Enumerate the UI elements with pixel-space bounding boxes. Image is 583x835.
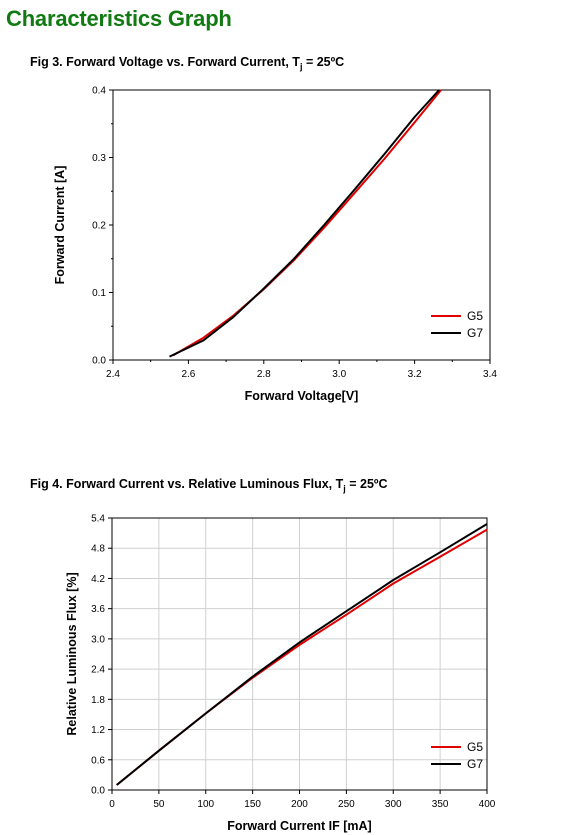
chart4-y-tick-label: 0.0 (91, 786, 105, 797)
chart3-x-tick-label: 3.2 (408, 369, 422, 380)
chart3-x-axis-title: Forward Voltage[V] (245, 389, 359, 403)
chart3-x-tick-label: 2.8 (257, 369, 271, 380)
chart3-x-tick-label: 2.4 (106, 369, 120, 380)
chart4-y-tick-label: 0.6 (91, 755, 105, 766)
fig4-title-main: Fig 4. Forward Current vs. Relative Lumi… (30, 477, 344, 491)
fig3-chart: 2.4 2.6 2.8 3.0 3.2 3.4 0.0 0.1 0.2 0.3 0.4 Forward… (53, 86, 497, 404)
page-title: Characteristics Graph (6, 6, 232, 31)
chart3-y-tick-label: 0.0 (92, 356, 106, 367)
chart4-x-tick-label: 200 (291, 799, 308, 810)
chart4-y-tick-label: 4.8 (91, 544, 105, 555)
chart4-x-tick-label: 400 (479, 799, 496, 810)
chart3-y-axis-title: Forward Current [A] (53, 166, 67, 285)
chart4-x-tick-label: 350 (432, 799, 449, 810)
chart4-y-tick-label: 5.4 (91, 514, 105, 525)
chart4-legend-label-g7: G7 (467, 757, 483, 771)
chart4-y-tick-label: 3.0 (91, 634, 105, 645)
chart4-x-tick-label: 150 (244, 799, 261, 810)
chart3-y-tick-label: 0.2 (92, 221, 106, 232)
chart4-x-tick-label: 0 (109, 799, 115, 810)
chart4-y-tick-label: 1.2 (91, 725, 105, 736)
chart4-x-tick-label: 100 (197, 799, 214, 810)
chart3-legend-label-g5: G5 (467, 309, 483, 323)
fig3-title-sub: j (299, 61, 303, 72)
fig3-title: Fig 3. Forward Voltage vs. Forward Curre… (30, 55, 344, 72)
chart4-y-tick-label: 1.8 (91, 695, 105, 706)
chart3-legend-label-g7: G7 (467, 326, 483, 340)
chart3-y-tick-label: 0.4 (92, 86, 106, 97)
fig3-title-main: Fig 3. Forward Voltage vs. Forward Curre… (30, 55, 300, 69)
fig3-title-end: = 25ºC (302, 55, 345, 69)
chart4-x-axis-title: Forward Current IF [mA] (227, 819, 371, 833)
chart3-x-tick-label: 3.0 (332, 369, 346, 380)
chart4-series-g7-line (116, 523, 488, 786)
fig4-title-end: = 25ºC (345, 477, 388, 491)
chart4-y-tick-label: 3.6 (91, 604, 105, 615)
chart4-x-tick-label: 250 (338, 799, 355, 810)
chart3-plot-frame (112, 89, 491, 361)
fig4-title-sub: j (343, 483, 346, 494)
chart4-y-tick-label: 2.4 (91, 665, 105, 676)
chart3-y-tick-label: 0.1 (92, 288, 106, 299)
chart4-y-axis-title: Relative Luminous Flux [%] (65, 572, 79, 735)
fig4-chart: 0 50 100 150 200 250 300 350 400 0.0 0.6 1.2 1.8 2.4 3… (65, 514, 496, 834)
fig4-title: Fig 4. Forward Current vs. Relative Lumi… (30, 477, 388, 494)
chart3-x-tick-label: 3.4 (483, 369, 497, 380)
chart4-x-tick-label: 50 (153, 799, 165, 810)
chart4-x-tick-label: 300 (385, 799, 402, 810)
chart3-series-g7-line (169, 89, 440, 358)
chart4-legend-label-g5: G5 (467, 740, 483, 754)
chart4-y-tick-label: 4.2 (91, 574, 105, 585)
chart3-x-tick-label: 2.6 (181, 369, 195, 380)
chart3-y-tick-label: 0.3 (92, 153, 106, 164)
chart3-series-g5-line (172, 89, 442, 357)
